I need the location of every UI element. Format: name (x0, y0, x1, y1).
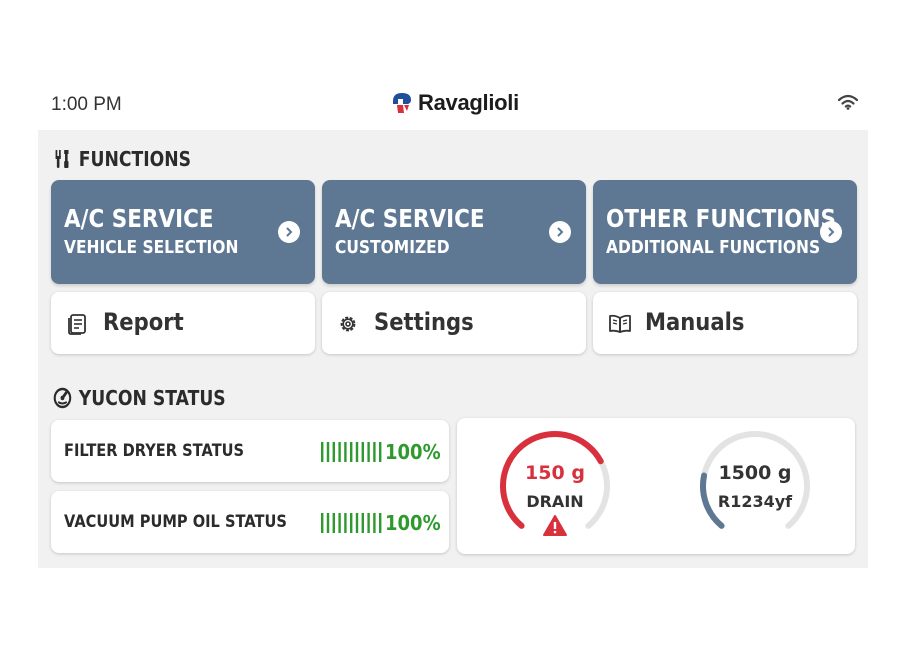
level-bar-segment (379, 442, 382, 462)
chevron-right-icon (278, 221, 300, 243)
ac-service-vehicle-selection-card[interactable]: A/C SERVICE VEHICLE SELECTION (51, 180, 315, 284)
brand-name: Ravaglioli (418, 90, 519, 115)
level-bar-segment (355, 513, 359, 533)
gauge-value: 150 g (525, 462, 585, 484)
manuals-label: Manuals (645, 308, 745, 336)
gauge-fill (700, 472, 725, 529)
ravaglioli-logo-icon (393, 93, 411, 113)
status-percent: 100% (385, 440, 441, 464)
filter-dryer-status-row: FILTER DRYER STATUS 100% (51, 420, 449, 482)
card-title: A/C SERVICE (335, 204, 485, 233)
level-bar-segment (338, 513, 341, 533)
level-bar-segment (344, 513, 347, 533)
level-bar-segment (326, 442, 330, 462)
clock: 1:00 PM (51, 94, 122, 115)
level-bar-segment (338, 442, 341, 462)
level-bar-segment (367, 442, 370, 462)
status-percent: 100% (385, 511, 441, 535)
book-icon (609, 314, 631, 333)
level-bars (321, 513, 382, 533)
level-bar-segment (361, 513, 364, 533)
ac-service-customized-card[interactable]: A/C SERVICE CUSTOMIZED (322, 180, 586, 284)
settings-label: Settings (374, 308, 474, 336)
level-bar-segment (350, 442, 353, 462)
gauge-value: 1500 g (718, 462, 791, 484)
status-label: VACUUM PUMP OIL STATUS (64, 512, 287, 532)
main-screen: FUNCTIONS A/C SERVICE VEHICLE SELECTION … (38, 130, 868, 568)
manuals-button[interactable]: Manuals (593, 292, 857, 354)
level-bar-segment (332, 513, 335, 533)
functions-heading: FUNCTIONS (53, 147, 191, 171)
level-bar-segment (355, 442, 359, 462)
wifi-icon (838, 94, 858, 110)
r1234yf-gauge: 1500 g R1234yf (700, 431, 810, 529)
card-subtitle: VEHICLE SELECTION (64, 237, 239, 258)
brand-logo: Ravaglioli (391, 90, 519, 116)
level-bars (321, 442, 382, 462)
level-bar-segment (344, 442, 347, 462)
level-bar-segment (350, 513, 353, 533)
status-bar: 1:00 PM Ravaglioli (38, 88, 868, 124)
report-icon (68, 314, 86, 335)
level-bar-segment (326, 513, 330, 533)
tools-icon (55, 150, 69, 168)
chevron-right-icon (820, 221, 842, 243)
card-title: OTHER FUNCTIONS (606, 204, 837, 233)
card-subtitle: CUSTOMIZED (335, 237, 450, 258)
level-bar-segment (321, 442, 324, 462)
yucon-status-heading: YUCON STATUS (53, 386, 226, 410)
warning-icon (543, 515, 567, 536)
report-button[interactable]: Report (51, 292, 315, 354)
report-label: Report (103, 308, 184, 336)
settings-button[interactable]: Settings (322, 292, 586, 354)
card-subtitle: ADDITIONAL FUNCTIONS (606, 237, 821, 258)
level-bar-segment (379, 513, 382, 533)
level-bar-segment (332, 442, 335, 462)
drain-gauge: 150 g DRAIN (500, 431, 610, 536)
vacuum-pump-oil-status-row: VACUUM PUMP OIL STATUS 100% (51, 491, 449, 553)
yucon-status-title: YUCON STATUS (78, 386, 226, 410)
gauges-svg: 150 g DRAIN 1500 g R1234yf (500, 431, 810, 536)
status-label: FILTER DRYER STATUS (64, 441, 245, 461)
gauge-fill (500, 431, 604, 529)
functions-title: FUNCTIONS (78, 147, 192, 171)
level-bar-segment (361, 442, 364, 462)
tank-gauges-card: 150 g DRAIN 1500 g R1234yf (457, 418, 855, 554)
card-title: A/C SERVICE (64, 204, 214, 233)
gauge-label: R1234yf (718, 492, 793, 511)
level-bar-segment (373, 442, 376, 462)
gear-icon (340, 316, 356, 332)
level-bar-segment (373, 513, 376, 533)
chevron-right-icon (549, 221, 571, 243)
gauge-icon (53, 387, 72, 409)
other-functions-card[interactable]: OTHER FUNCTIONS ADDITIONAL FUNCTIONS (593, 180, 857, 284)
level-bar-segment (321, 513, 324, 533)
level-bar-segment (367, 513, 370, 533)
gauge-label: DRAIN (526, 492, 583, 511)
